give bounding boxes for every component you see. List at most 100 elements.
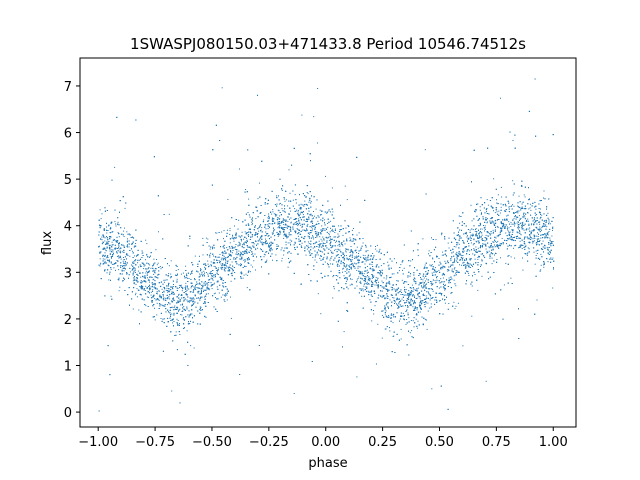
data-point (539, 208, 541, 210)
data-point (132, 280, 134, 282)
data-point (163, 305, 165, 307)
data-point (401, 298, 403, 300)
data-point (243, 259, 245, 261)
data-point (245, 237, 247, 239)
data-point (408, 317, 410, 319)
data-point (269, 227, 270, 229)
data-point (287, 205, 289, 207)
data-point (100, 251, 102, 253)
data-point (266, 259, 268, 261)
data-point (222, 264, 224, 266)
data-point (281, 221, 283, 223)
data-point (351, 259, 353, 261)
data-point (416, 290, 418, 292)
data-point (477, 257, 479, 258)
data-point (124, 227, 125, 229)
data-point (227, 199, 229, 200)
data-point (306, 192, 308, 193)
data-point (205, 272, 207, 273)
data-point (286, 225, 288, 227)
data-point (199, 274, 201, 276)
data-point (218, 260, 220, 262)
data-point (382, 273, 383, 275)
data-point (99, 245, 100, 247)
data-point (101, 234, 103, 236)
data-point (277, 223, 279, 225)
data-point (521, 224, 523, 226)
data-point (307, 235, 309, 237)
data-point (272, 209, 274, 211)
data-point (152, 279, 154, 281)
data-point (194, 255, 196, 257)
data-point (193, 303, 195, 304)
data-point (337, 245, 339, 247)
data-point (543, 223, 545, 225)
data-point (138, 309, 140, 311)
data-point (518, 228, 520, 230)
data-point (380, 270, 382, 272)
data-point (171, 301, 173, 303)
data-point (430, 297, 432, 299)
data-point (245, 189, 247, 190)
data-point (366, 269, 368, 271)
data-point (318, 240, 320, 242)
data-point (389, 330, 391, 332)
data-point (180, 273, 182, 275)
data-point (540, 237, 542, 239)
data-point (118, 244, 120, 246)
data-point (290, 222, 292, 224)
data-point (344, 243, 346, 245)
data-point (417, 290, 419, 292)
data-point (406, 309, 408, 311)
data-point (185, 282, 187, 284)
data-point (209, 248, 211, 250)
data-point (477, 289, 479, 291)
data-point (205, 237, 207, 239)
data-point (347, 231, 349, 233)
data-point (234, 247, 236, 249)
data-point (144, 290, 146, 291)
data-point (233, 240, 235, 242)
data-point (113, 267, 115, 269)
data-point (271, 213, 273, 215)
data-point (492, 229, 494, 231)
data-point (331, 252, 332, 254)
data-point (412, 306, 414, 308)
data-point (155, 249, 157, 251)
data-point (133, 262, 135, 264)
data-point (343, 267, 345, 269)
data-point (197, 292, 199, 294)
data-point (233, 257, 235, 259)
data-point (354, 262, 356, 264)
data-point (492, 217, 493, 218)
data-point (146, 296, 148, 298)
data-point (162, 292, 163, 293)
data-point (165, 289, 167, 291)
data-point (356, 269, 358, 271)
data-point (379, 285, 381, 286)
data-point (266, 242, 268, 244)
data-point (534, 263, 536, 265)
data-point (171, 313, 173, 315)
data-point (339, 272, 341, 274)
data-point (408, 290, 410, 292)
data-point (406, 294, 408, 296)
data-point (111, 244, 113, 246)
data-point (156, 264, 158, 266)
data-point (253, 245, 255, 247)
data-point (277, 248, 278, 249)
data-point (243, 244, 245, 246)
data-point (369, 279, 371, 281)
data-point (117, 232, 119, 234)
data-point (513, 223, 515, 225)
data-point (312, 247, 314, 249)
data-point (264, 254, 266, 256)
data-point (480, 213, 482, 215)
data-point (325, 175, 326, 177)
data-point (117, 255, 119, 257)
data-point (436, 270, 438, 272)
data-point (140, 276, 142, 278)
data-point (424, 286, 426, 288)
data-point (114, 249, 116, 250)
data-point (263, 219, 265, 221)
